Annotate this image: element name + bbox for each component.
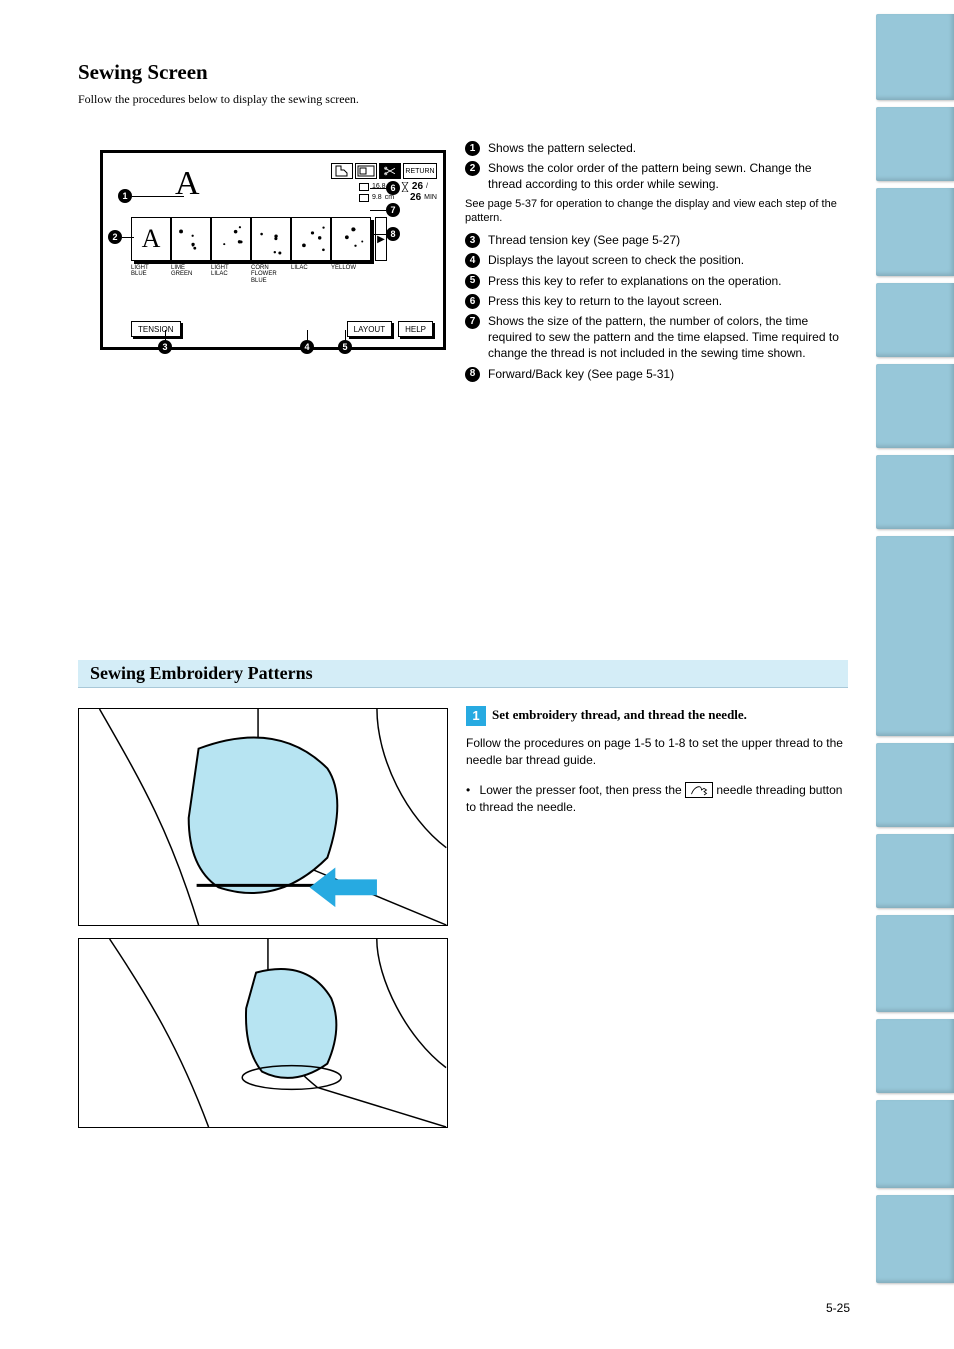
callout-6: 6: [386, 181, 400, 195]
layout-button[interactable]: LAYOUT: [347, 321, 392, 337]
color-label-3: CORNFLOWERBLUE: [251, 265, 291, 284]
legend-text: Shows the size of the pattern, the numbe…: [488, 313, 845, 362]
return-button[interactable]: RETURN: [403, 163, 437, 179]
callout-5: 5: [338, 340, 352, 354]
edge-tab-4[interactable]: [876, 364, 954, 448]
step-number: 1: [466, 706, 486, 726]
card-icon: [355, 163, 377, 179]
tension-button[interactable]: TENSION: [131, 321, 181, 337]
section-title: Sewing Embroidery Patterns: [78, 660, 848, 688]
legend-item-2: 2 Shows the color order of the pattern be…: [465, 160, 845, 192]
legend-num: 3: [465, 233, 480, 248]
step-lead: Set embroidery thread, and thread the ne…: [492, 707, 747, 722]
legend-note: See page 5-37 for operation to change th…: [465, 197, 845, 227]
strip-forward-arrow[interactable]: ▶: [375, 217, 387, 261]
legend-item-6: 6 Press this key to return to the layout …: [465, 293, 845, 309]
legend-num: 6: [465, 294, 480, 309]
page-number: 5-25: [826, 1301, 850, 1315]
legend-item-5: 5 Press this key to refer to explanations…: [465, 273, 845, 289]
color-cell-4: [291, 217, 331, 261]
color-cell-0: A: [131, 217, 171, 261]
scissor-icon: [379, 163, 401, 179]
screen-header-sub: Follow the procedures below to display t…: [78, 91, 468, 107]
legend-text: Thread tension key (See page 5-27): [488, 232, 845, 248]
legend-text: Press this key to return to the layout s…: [488, 293, 845, 309]
edge-tab-10[interactable]: [876, 1019, 954, 1093]
presser-foot-icon: [331, 163, 353, 179]
help-button[interactable]: HELP: [398, 321, 433, 337]
preview-letter: A: [175, 165, 200, 203]
legend-item-1: 1 Shows the pattern selected.: [465, 140, 845, 156]
legend-text: Shows the pattern selected.: [488, 140, 845, 156]
edge-tab-8[interactable]: [876, 834, 954, 908]
legend-text: Displays the layout screen to check the …: [488, 252, 845, 268]
legend-list: 1 Shows the pattern selected. 2 Shows the c…: [465, 140, 845, 386]
legend-num: 8: [465, 367, 480, 382]
edge-tab-0[interactable]: [876, 14, 954, 100]
callout-3: 3: [158, 340, 172, 354]
legend-num: 7: [465, 314, 480, 329]
callout-4: 4: [300, 340, 314, 354]
step-bullet: Lower the presser foot, then press the n…: [466, 782, 846, 817]
color-label-4: LILAC: [291, 265, 331, 271]
color-cell-1: [171, 217, 211, 261]
legend-num: 4: [465, 253, 480, 268]
screen-header-title: Sewing Screen: [78, 60, 468, 85]
callout-2: 2: [108, 230, 122, 244]
color-label-1: LIMEGREEN: [171, 265, 211, 278]
legend-num: 5: [465, 274, 480, 289]
edge-tab-5[interactable]: [876, 455, 954, 529]
edge-tab-1[interactable]: [876, 107, 954, 181]
legend-text: Press this key to refer to explanations …: [488, 273, 845, 289]
edge-tab-6[interactable]: [876, 536, 954, 736]
callout-1: 1: [118, 189, 132, 203]
legend-item-3: 3 Thread tension key (See page 5-27): [465, 232, 845, 248]
color-cell-5: [331, 217, 371, 261]
screen-header: Sewing Screen Follow the procedures belo…: [78, 60, 468, 107]
sewing-screen-panel: A RETURN 16.8cm 26/ 9.8cm 26MIN ALIGHTBL…: [100, 150, 446, 350]
legend-text: Forward/Back key (See page 5-31): [488, 366, 845, 382]
edge-tab-3[interactable]: [876, 283, 954, 357]
illustration-foot-lever-up: [78, 708, 448, 926]
legend-item-8: 8 Forward/Back key (See page 5-31): [465, 366, 845, 382]
needle-thread-icon: [685, 782, 713, 798]
color-label-0: LIGHTBLUE: [131, 265, 171, 278]
color-label-5: YELLOW: [331, 265, 371, 271]
step-1-block: 1 Set embroidery thread, and thread the …: [466, 706, 846, 816]
edge-tab-12[interactable]: [876, 1195, 954, 1283]
section-header: Sewing Embroidery Patterns: [78, 660, 848, 688]
color-strip: A LIGHTBLUELIMEGREENLIGHTLILACCORNFLOWERB…: [131, 217, 433, 284]
edge-tab-11[interactable]: [876, 1100, 954, 1188]
legend-num: 1: [465, 141, 480, 156]
callout-7: 7: [386, 203, 400, 217]
edge-tab-2[interactable]: [876, 188, 954, 276]
color-label-2: LIGHTLILAC: [211, 265, 251, 278]
edge-tab-9[interactable]: [876, 915, 954, 1012]
edge-tabs: [876, 14, 954, 1290]
edge-tab-7[interactable]: [876, 743, 954, 827]
legend-num: 2: [465, 161, 480, 176]
legend-text: Shows the color order of the pattern bei…: [488, 160, 845, 192]
color-cell-3: [251, 217, 291, 261]
legend-item-7: 7 Shows the size of the pattern, the numb…: [465, 313, 845, 362]
illustration-foot-lever-down: [78, 938, 448, 1128]
color-cell-2: [211, 217, 251, 261]
callout-8: 8: [386, 227, 400, 241]
step-paragraph: Follow the procedures on page 1-5 to 1-8…: [466, 735, 846, 770]
legend-item-4: 4 Displays the layout screen to check the…: [465, 252, 845, 268]
